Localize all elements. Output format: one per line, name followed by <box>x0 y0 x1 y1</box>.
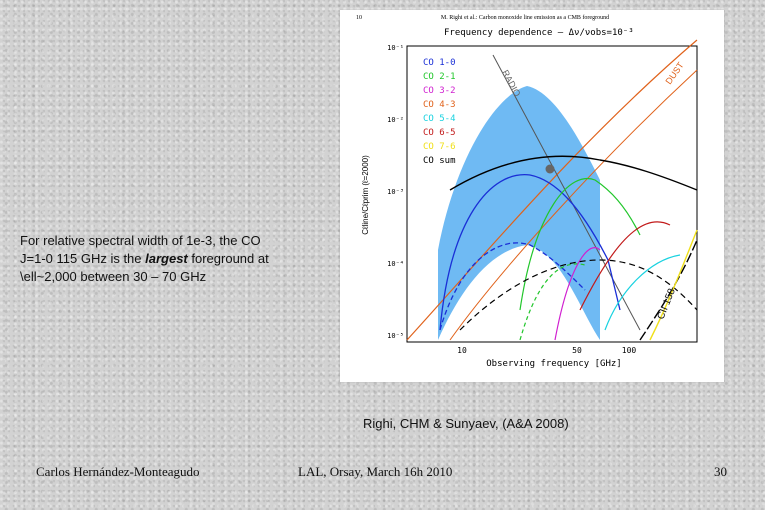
legend-item-co-3-2: CO 3-2 <box>423 86 456 96</box>
y-tick-2: 10⁻³ <box>387 188 404 196</box>
x-tick-2: 100 <box>622 346 637 355</box>
figure-running-header: M. Righi et al.: Carbon monoxide line em… <box>441 14 609 21</box>
legend-item-co-2-1: CO 2-1 <box>423 72 456 82</box>
text-line-1: For relative spectral width of 1e-3, the… <box>20 233 261 248</box>
co-4-3-rising-curve <box>449 69 698 341</box>
y-tick-4: 10⁻⁵ <box>387 332 404 340</box>
text-emphasis: largest <box>145 251 188 266</box>
text-line-2-post: foreground at <box>187 251 269 266</box>
x-tick-1: 50 <box>572 346 582 355</box>
legend-item-co-5-4: CO 5-4 <box>423 114 456 124</box>
radio-curve <box>492 54 641 331</box>
y-axis-ticks: 10⁻¹ 10⁻² 10⁻³ 10⁻⁴ 10⁻⁵ <box>387 44 404 340</box>
dust-curve <box>406 39 698 341</box>
figure-card: 10 M. Righi et al.: Carbon monoxide line… <box>340 10 724 382</box>
legend: CO 1-0 CO 2-1 CO 3-2 CO 4-3 CO 5-4 CO 6-… <box>423 58 456 166</box>
body-text: For relative spectral width of 1e-3, the… <box>20 232 338 286</box>
text-line-2: J=1-0 115 GHz is the largest foreground … <box>20 250 338 268</box>
text-line-3: \ell~2,000 between 30 – 70 GHz <box>20 269 207 284</box>
co-sum-dashed-curve <box>459 259 698 331</box>
y-tick-1: 10⁻² <box>387 116 404 124</box>
radio-label: RADIO <box>500 68 522 98</box>
footer-author: Carlos Hernández-Monteagudo <box>36 464 200 479</box>
footer-event: LAL, Orsay, March 16h 2010 <box>298 464 453 479</box>
co-1-0-dashed-curve <box>439 242 586 331</box>
co-sum-curve <box>449 155 698 191</box>
dust-label: DUST <box>663 60 686 86</box>
legend-item-co-7-6: CO 7-6 <box>423 142 456 152</box>
co-7-6-curve <box>649 229 698 341</box>
figure-title: Frequency dependence – Δν/νobs=10⁻³ <box>444 28 634 38</box>
footer-page-number: 30 <box>714 464 727 479</box>
x-tick-0: 10 <box>457 346 467 355</box>
y-tick-0: 10⁻¹ <box>387 44 404 52</box>
text-line-2-pre: J=1-0 115 GHz is the <box>20 251 146 266</box>
shaded-uncertainty-band <box>438 86 600 340</box>
co-3-2-curve <box>554 247 601 341</box>
co-1-0-curve <box>439 174 621 331</box>
plot-frame <box>406 45 698 343</box>
cii-dash-curve <box>639 239 698 341</box>
y-axis-label: Cℓline/Cℓprim (ℓ=2000) <box>361 155 370 235</box>
data-point-marker <box>545 164 555 174</box>
figure-page-number: 10 <box>356 15 362 21</box>
x-axis-ticks: 10 50 100 <box>457 346 636 355</box>
legend-item-co-4-3: CO 4-3 <box>423 100 456 110</box>
legend-item-co-sum: CO sum <box>423 156 456 166</box>
co-5-4-curve <box>604 254 681 331</box>
co-2-1-dashed-curve <box>519 263 586 341</box>
x-axis-label: Observing frequency [GHz] <box>486 359 621 369</box>
figure-caption: Righi, CHM & Sunyaev, (A&A 2008) <box>363 416 569 431</box>
legend-item-co-1-0: CO 1-0 <box>423 58 456 68</box>
figure-svg: 10 M. Righi et al.: Carbon monoxide line… <box>356 14 698 369</box>
y-tick-3: 10⁻⁴ <box>387 260 404 268</box>
co-2-1-curve <box>519 178 641 311</box>
co-6-5-curve <box>579 221 671 311</box>
legend-item-co-6-5: CO 6-5 <box>423 128 456 138</box>
cii-label: CII 158 <box>656 287 678 321</box>
